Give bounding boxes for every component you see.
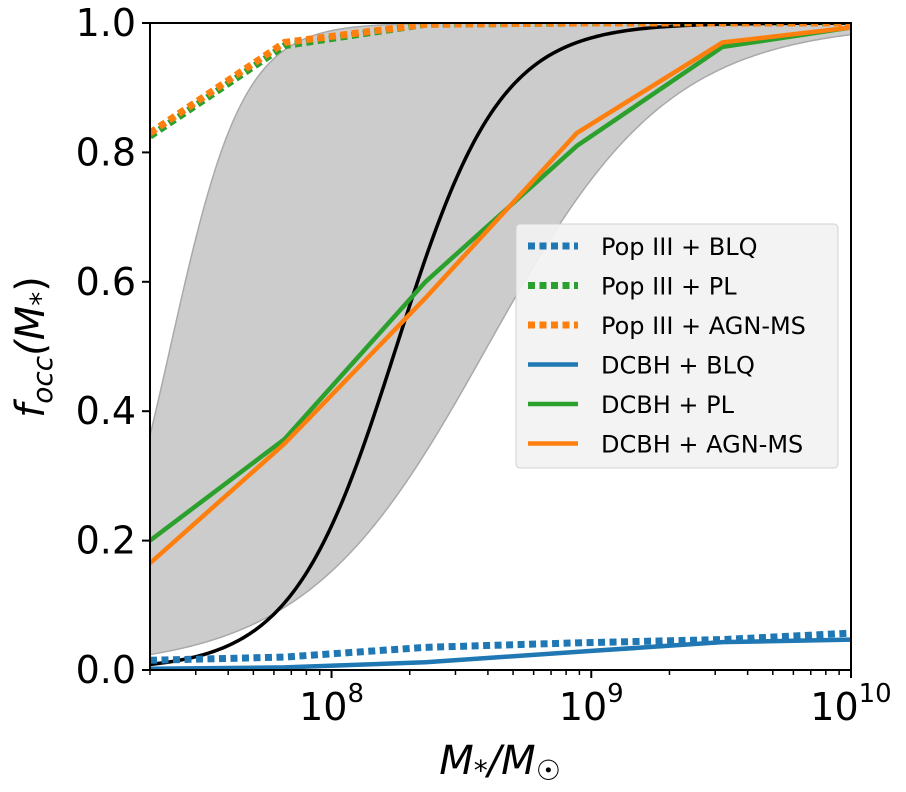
- x-tick-label: 1010: [810, 679, 891, 729]
- legend-frame: [515, 223, 839, 469]
- y-tick-label: 1.0: [76, 1, 136, 45]
- x-tick-label: 108: [299, 679, 364, 729]
- series-line-dcbh-agn-ms: [150, 25, 851, 565]
- plot-frame: [149, 22, 852, 671]
- y-tick-label: 0.0: [76, 648, 136, 692]
- series-line-pop-iii-blq: [150, 629, 851, 664]
- y-tick-label: 0.4: [76, 389, 136, 433]
- legend-items: Pop III + BLQ Pop III + PL Pop III + AGN-M…: [528, 233, 806, 459]
- y-tick-label: 0.2: [76, 519, 136, 563]
- legend: Pop III + BLQ Pop III + PL Pop III + AGN-M…: [515, 223, 839, 469]
- y-tick-label: 0.6: [76, 260, 136, 304]
- legend-label-dcbh-blq: DCBH + BLQ: [601, 352, 755, 380]
- legend-label-pop-iii-blq: Pop III + BLQ: [601, 233, 758, 261]
- legend-label-pop-iii-pl: Pop III + PL: [601, 273, 737, 301]
- legend-label-pop-iii-agn-ms: Pop III + AGN-MS: [601, 312, 806, 340]
- x-axis: 108 109 1010: [149, 670, 892, 729]
- y-axis: 0.0 0.2 0.4 0.6 0.8 1.0: [76, 1, 150, 692]
- x-axis-label: M*/M☉: [439, 738, 561, 787]
- series-line-dcbh-blq: [150, 637, 851, 670]
- y-tick-label: 0.8: [76, 130, 136, 174]
- legend-label-dcbh-agn-ms: DCBH + AGN-MS: [601, 431, 803, 459]
- confidence-band: [150, 23, 851, 655]
- confidence-band-lower-edge: [150, 33, 851, 656]
- y-axis-label: focc(M*): [8, 276, 59, 418]
- legend-label-dcbh-pl: DCBH + PL: [601, 391, 735, 419]
- x-tick-label: 109: [559, 679, 624, 729]
